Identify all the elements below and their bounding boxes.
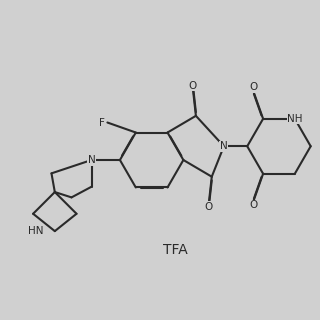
Text: N: N <box>88 155 95 165</box>
Text: O: O <box>249 200 257 211</box>
Text: N: N <box>220 141 228 151</box>
Text: F: F <box>100 117 105 127</box>
Text: O: O <box>204 202 212 212</box>
Text: O: O <box>249 82 257 92</box>
Text: O: O <box>188 81 197 91</box>
Text: TFA: TFA <box>163 243 188 257</box>
Text: NH: NH <box>287 114 303 124</box>
Text: HN: HN <box>28 226 43 236</box>
